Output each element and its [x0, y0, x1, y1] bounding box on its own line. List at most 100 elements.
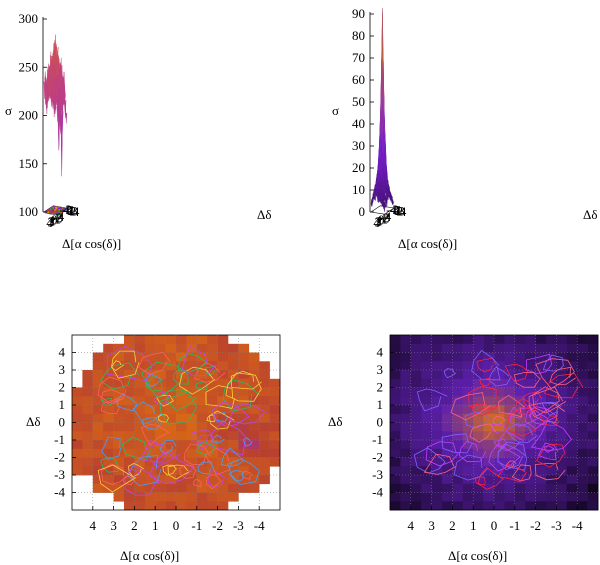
heatmap-cell: [124, 378, 135, 388]
x-tick-label: -2: [378, 211, 389, 226]
heatmap-cell: [400, 335, 412, 345]
heatmap-cell: [248, 352, 260, 362]
floor-point: [64, 209, 66, 211]
heatmap-cell: [144, 387, 156, 397]
y-tick-label: 4: [73, 204, 80, 219]
heatmap-cell: [176, 343, 187, 353]
heatmap-cell: [587, 475, 599, 485]
y-tick-label: 1: [68, 203, 75, 218]
heatmap-cell: [556, 378, 568, 388]
heatmap-cell: [269, 448, 281, 458]
heatmap-cell: [566, 475, 578, 485]
heatmap-cell: [494, 501, 505, 511]
heatmap-cell: [452, 475, 464, 485]
floor-point: [52, 213, 55, 215]
heatmap-cell: [546, 431, 557, 441]
heatmap-cell: [483, 501, 495, 511]
z-tick-label: 300: [19, 11, 39, 26]
heatmap-cell: [124, 448, 135, 458]
contour-line: [227, 458, 260, 485]
heatmap-cell: [217, 387, 229, 397]
heatmap-cell: [462, 501, 474, 511]
heatmap-cell: [196, 466, 208, 476]
heatmap-cell: [473, 335, 484, 345]
heatmap-cell: [473, 413, 484, 423]
heatmap-cell: [546, 466, 557, 476]
heatmap-cell: [196, 440, 208, 450]
x-tick-label: 4: [90, 518, 97, 533]
heatmap-cell: [390, 431, 401, 441]
heatmap-cell: [186, 475, 198, 485]
heatmap-cell: [483, 361, 495, 371]
heatmap-cell: [124, 413, 135, 423]
heatmap-cell: [462, 378, 474, 388]
heatmap-cell: [259, 457, 270, 467]
heatmap-cell: [207, 413, 218, 423]
heatmap-cell: [124, 361, 135, 371]
heatmap-cell: [390, 343, 401, 353]
floor-point: [55, 206, 58, 209]
x-tick-label: 3: [428, 518, 435, 533]
heatmap-cell: [259, 370, 270, 380]
heatmap-cell: [566, 361, 578, 371]
heatmap-cell: [269, 431, 281, 441]
contour-line: [100, 456, 119, 473]
heatmap-cell: [186, 405, 198, 415]
y-tick-label: 1: [395, 203, 402, 218]
heatmap-cell: [535, 413, 547, 423]
heatmap-cell: [494, 448, 505, 458]
heatmap-cell: [577, 370, 588, 380]
heatmap-cell: [566, 466, 578, 476]
heatmap-cell: [556, 448, 568, 458]
heatmap-cell: [410, 370, 422, 380]
z-tick-label: 60: [352, 72, 365, 87]
heatmap-cell: [155, 475, 166, 485]
heatmap-cell: [410, 501, 422, 511]
contour-line: [464, 411, 493, 429]
floor-point: [55, 210, 57, 212]
contour-line: [416, 388, 448, 412]
heatmap-cell: [186, 413, 198, 423]
heatmap-cell: [410, 335, 422, 345]
heatmap-cell: [259, 448, 270, 458]
heatmap-cell: [546, 396, 557, 406]
heatmap-cell: [410, 413, 422, 423]
surface-facet: [384, 197, 387, 208]
contour-line: [197, 461, 214, 475]
heatmap-cell: [134, 466, 146, 476]
heatmap-cell: [442, 413, 453, 423]
heatmap-cell: [400, 361, 412, 371]
heatmap-cell: [82, 448, 94, 458]
contour-line: [544, 415, 560, 427]
heatmap-cell: [165, 387, 177, 397]
heatmap-cell: [228, 396, 239, 406]
heatmap-cell: [494, 396, 505, 406]
heatmap-cell: [556, 387, 568, 397]
heatmap-cell: [72, 448, 83, 458]
heatmap-cell: [390, 440, 401, 450]
heatmap-cell: [144, 352, 156, 362]
heatmap-cell: [228, 440, 239, 450]
heatmap-cell: [452, 343, 464, 353]
heatmap-cell: [390, 413, 401, 423]
heatmap-cell: [228, 405, 239, 415]
heatmap-cell: [186, 440, 198, 450]
x-tick-label: 1: [377, 213, 384, 228]
contour-line: [211, 401, 250, 427]
heatmap-cell: [113, 413, 125, 423]
heatmap-cell: [217, 475, 229, 485]
heatmap-cell: [144, 335, 156, 345]
heatmap-cell: [494, 475, 505, 485]
floor-point: [58, 212, 60, 215]
heatmap-cell: [92, 361, 104, 371]
contour-line: [505, 460, 517, 468]
heatmap-cell: [238, 448, 250, 458]
heatmap-cell: [165, 483, 177, 493]
heatmap-cell: [238, 370, 250, 380]
heatmap-cell: [535, 457, 547, 467]
floor-point: [49, 212, 51, 215]
heatmap-cell: [587, 405, 599, 415]
heatmap-cell: [431, 370, 443, 380]
